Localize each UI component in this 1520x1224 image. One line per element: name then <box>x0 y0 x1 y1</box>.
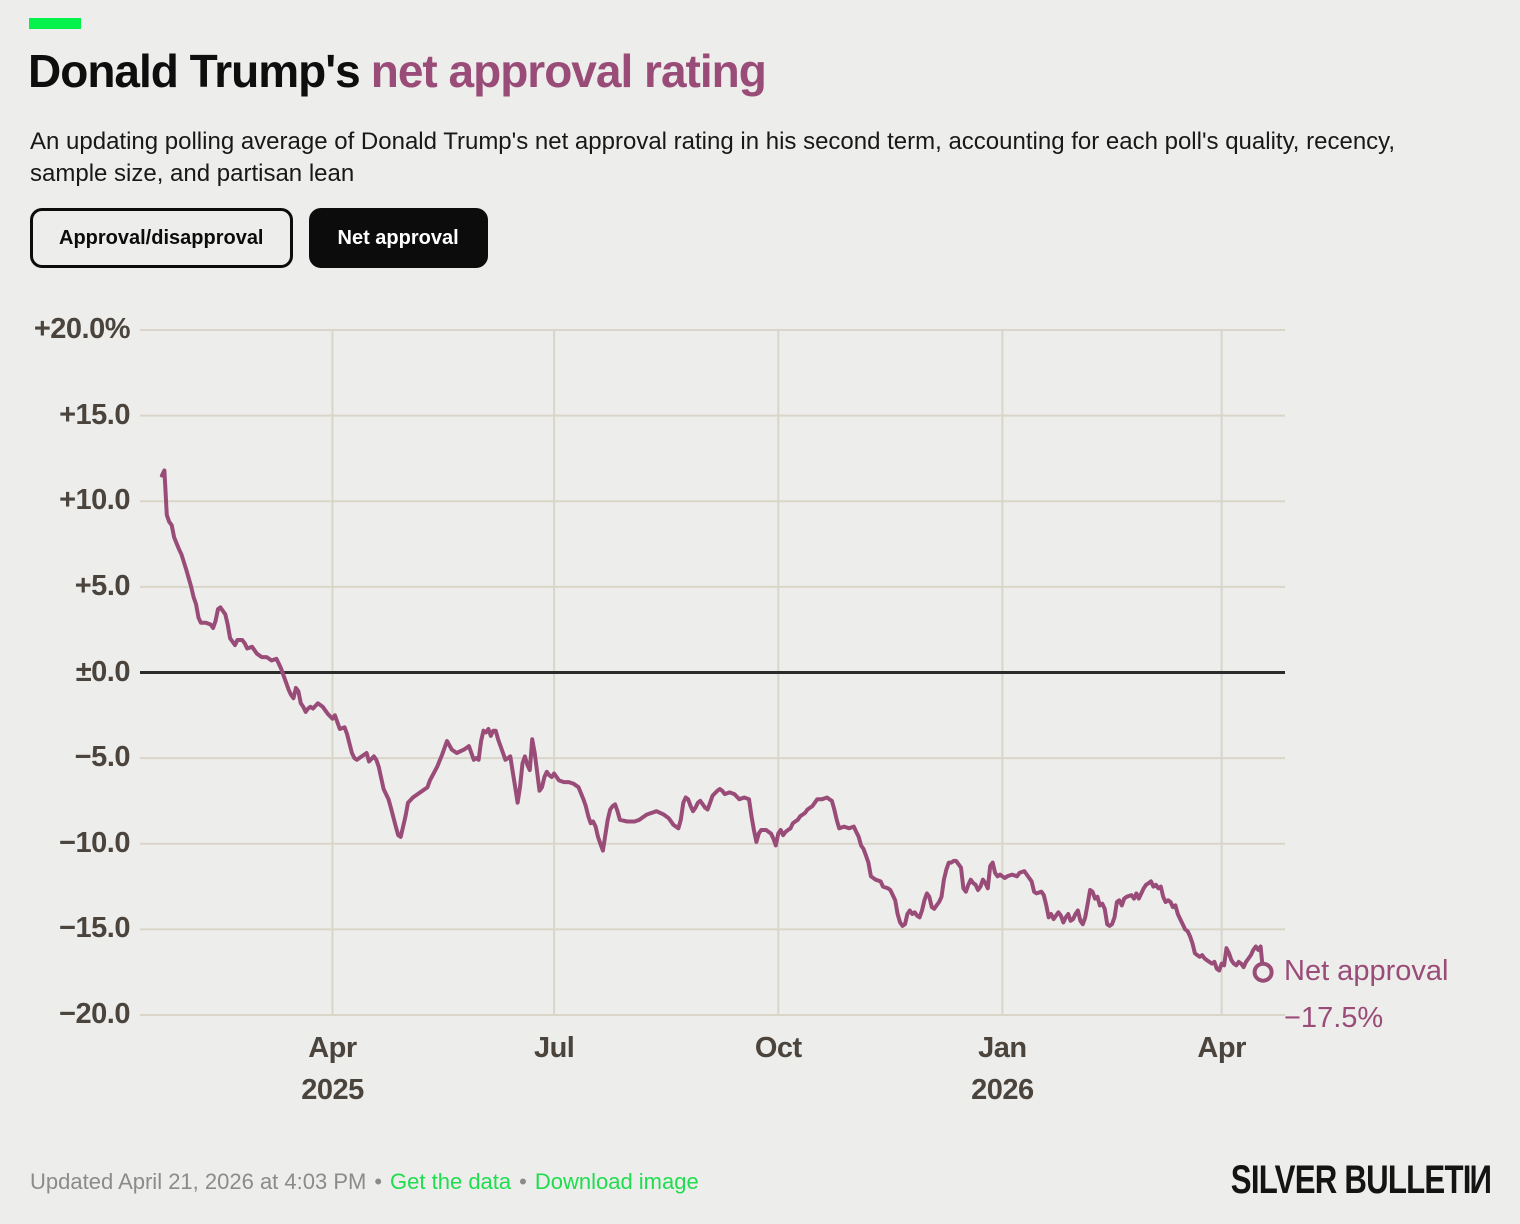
toggle-net-approval[interactable]: Net approval <box>308 208 488 268</box>
series-end-label: Net approval −17.5% <box>1284 948 1448 1042</box>
y-tick-label: −15.0 <box>59 912 130 945</box>
series-end-label-value: −17.5% <box>1284 1002 1384 1034</box>
x-tick-label: Oct <box>754 1032 802 1064</box>
y-tick-label: −20.0 <box>59 998 130 1030</box>
footer-separator: • <box>374 1169 383 1194</box>
y-tick-label: ±0.0 <box>75 655 131 688</box>
get-the-data-link[interactable]: Get the data <box>390 1169 512 1194</box>
x-tick-year-label: 2026 <box>971 1074 1034 1106</box>
footer-separator: • <box>519 1169 527 1194</box>
x-tick-label: Jul <box>533 1032 575 1064</box>
y-tick-label: −5.0 <box>74 741 131 774</box>
logo-text: SILVER BULLETI <box>1230 1158 1471 1202</box>
silver-bulletin-logo: SILVER BULLETIN <box>1230 1158 1492 1203</box>
y-tick-label: +10.0 <box>59 484 130 517</box>
x-tick-year-label: 2025 <box>301 1074 364 1106</box>
logo-mirrored-letter: N <box>1470 1158 1492 1202</box>
toggle-approval-disapproval[interactable]: Approval/disapproval <box>30 208 293 268</box>
y-tick-label: +20.0% <box>33 313 131 345</box>
y-tick-label: +5.0 <box>74 569 131 602</box>
download-image-link[interactable]: Download image <box>534 1169 699 1194</box>
x-tick-label: Apr <box>308 1032 357 1064</box>
series-end-label-name: Net approval <box>1284 955 1449 987</box>
x-tick-label: Apr <box>1197 1032 1246 1064</box>
net-approval-line <box>159 468 1266 975</box>
view-toggle-group: Approval/disapproval Net approval <box>30 208 488 268</box>
y-tick-label: +15.0 <box>59 398 130 431</box>
accent-bar <box>29 18 81 29</box>
subtitle: An updating polling average of Donald Tr… <box>30 128 1396 187</box>
x-tick-label: Jan <box>978 1032 1027 1064</box>
series-end-marker <box>1252 961 1274 983</box>
title-main: Donald Trump's <box>28 45 361 97</box>
page-title: Donald Trump's net approval rating <box>28 44 767 98</box>
updated-timestamp: Updated April 21, 2026 at 4:03 PM <box>30 1169 367 1194</box>
title-accent: net approval rating <box>370 45 767 97</box>
y-tick-label: −10.0 <box>59 826 130 859</box>
footer: Updated April 21, 2026 at 4:03 PM • Get th… <box>30 1169 699 1195</box>
